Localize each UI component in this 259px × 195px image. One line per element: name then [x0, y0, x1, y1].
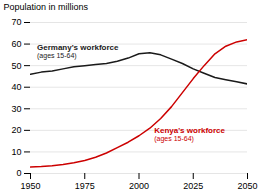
svg-text:50: 50 — [11, 61, 21, 71]
svg-text:1975: 1975 — [75, 181, 95, 191]
svg-text:Germany's workforce: Germany's workforce — [37, 43, 119, 52]
svg-text:2050: 2050 — [237, 181, 257, 191]
svg-text:1950: 1950 — [20, 181, 40, 191]
svg-text:40: 40 — [11, 82, 21, 92]
svg-text:2000: 2000 — [129, 181, 149, 191]
svg-text:(ages 15-64): (ages 15-64) — [154, 135, 194, 143]
svg-text:20: 20 — [11, 125, 21, 135]
svg-text:Kenya's workforce: Kenya's workforce — [154, 126, 225, 135]
svg-text:2025: 2025 — [183, 181, 203, 191]
svg-text:(ages 15-64): (ages 15-64) — [37, 52, 77, 60]
svg-text:30: 30 — [11, 104, 21, 114]
svg-text:60: 60 — [11, 39, 21, 49]
svg-text:Population in millions: Population in millions — [4, 2, 89, 12]
svg-text:0: 0 — [16, 168, 21, 178]
svg-text:70: 70 — [11, 17, 21, 27]
svg-text:10: 10 — [11, 147, 21, 157]
